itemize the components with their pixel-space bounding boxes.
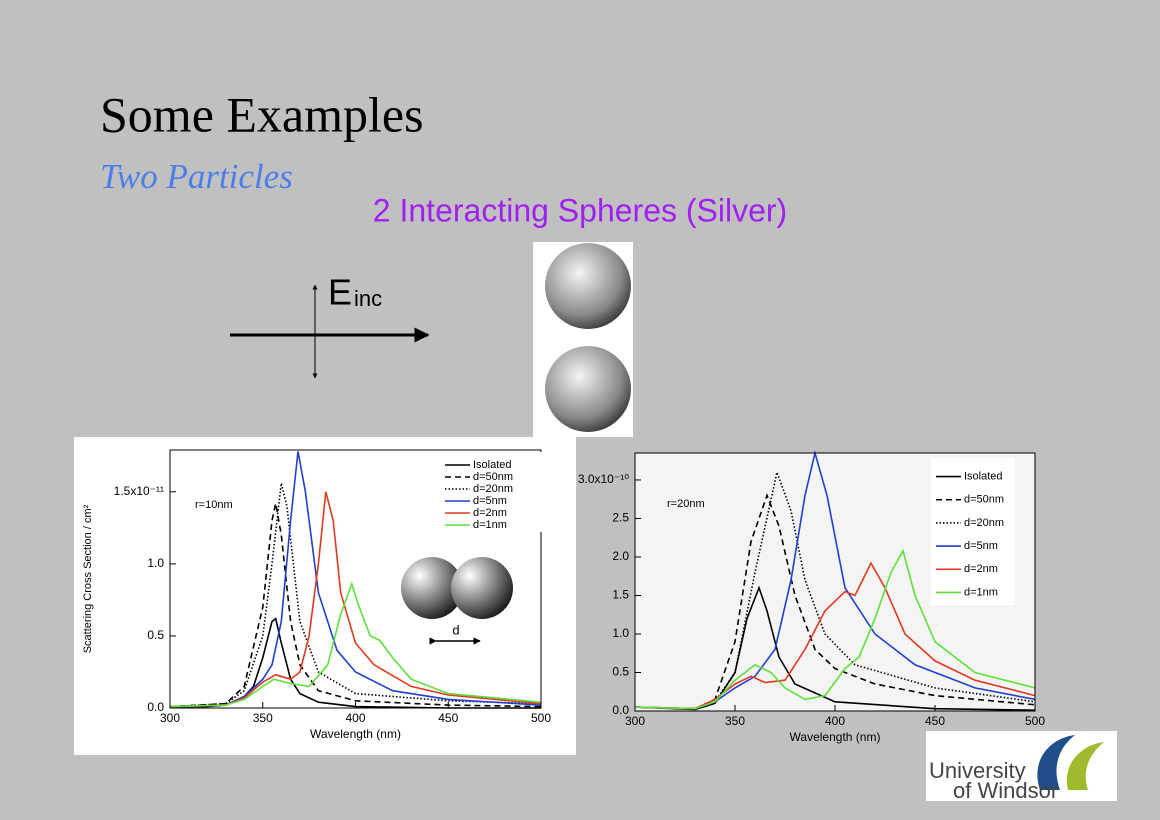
field-subscript: inc xyxy=(354,286,382,311)
y-tick-label: 2.5 xyxy=(612,511,629,525)
series-line xyxy=(634,548,1036,710)
legend-label: d=50nm xyxy=(964,494,1004,506)
legend-label: d=1nm xyxy=(473,519,507,531)
x-tick-label: 300 xyxy=(625,714,645,728)
series-line xyxy=(169,503,542,708)
annotation: r=10nm xyxy=(195,499,233,511)
inset-sphere xyxy=(401,557,463,619)
series-line xyxy=(634,449,1036,710)
series-line xyxy=(634,585,1036,711)
slide-subtitle: Two Particles xyxy=(100,157,293,196)
y-tick-label: 3.0x10⁻¹⁰ xyxy=(578,472,629,486)
sphere xyxy=(545,346,631,432)
series-line xyxy=(169,483,542,708)
y-tick-label: 1.5x10⁻¹¹ xyxy=(114,484,164,498)
y-tick-label: 1.0 xyxy=(612,626,629,640)
field-label: E xyxy=(328,272,352,313)
legend-label: d=20nm xyxy=(964,517,1004,529)
sphere-picture xyxy=(533,242,633,437)
legend xyxy=(931,458,1015,605)
x-tick-label: 450 xyxy=(438,711,458,725)
field-diagram: E inc xyxy=(230,272,430,379)
x-tick-label: 400 xyxy=(345,711,365,725)
x-tick-label: 350 xyxy=(725,714,745,728)
logo-text: of Windsor xyxy=(953,778,1058,803)
slide-title: Some Examples xyxy=(100,86,424,142)
inset-sphere xyxy=(451,557,513,619)
legend-label: d=50nm xyxy=(473,471,513,483)
series-line xyxy=(169,451,542,708)
y-tick-label: 0.5 xyxy=(612,665,629,679)
x-tick-label: 300 xyxy=(160,711,180,725)
legend-label: d=20nm xyxy=(473,483,513,495)
x-axis-label: Wavelength (nm) xyxy=(310,727,401,741)
charts: 300 350 400 450 500 0.0 0.5 1.0 1.5x10⁻¹¹ Isolate… xyxy=(82,449,1045,744)
logo-text: University xyxy=(929,758,1026,783)
sphere xyxy=(545,243,631,329)
y-tick-label: 0.0 xyxy=(612,703,629,717)
legend-label: d=2nm xyxy=(964,563,998,575)
plot-frame xyxy=(634,452,1036,712)
series-line xyxy=(634,561,1036,710)
legend-label: d=5nm xyxy=(473,495,507,507)
legend-label: Isolated xyxy=(473,459,512,471)
x-tick-label: 350 xyxy=(253,711,273,725)
logo-mark xyxy=(1037,735,1075,790)
legend-label: d=5nm xyxy=(964,540,998,552)
y-tick-label: 0.5 xyxy=(147,628,164,642)
plot-frame xyxy=(169,449,542,709)
heading: 2 Interacting Spheres (Silver) xyxy=(373,192,787,228)
x-tick-label: 500 xyxy=(531,711,551,725)
annotation: r=20nm xyxy=(667,498,705,510)
inset: d xyxy=(401,557,513,645)
legend-label: d=1nm xyxy=(964,586,998,598)
x-tick-label: 450 xyxy=(925,714,945,728)
series-line xyxy=(169,581,542,708)
y-axis-label: Scattering Cross Section / cm² xyxy=(82,504,94,653)
y-tick-label: 1.0 xyxy=(147,556,164,570)
x-tick-label: 400 xyxy=(825,714,845,728)
y-tick-label: 0.0 xyxy=(147,700,164,714)
logo-mark xyxy=(1066,742,1104,790)
inset-label: d xyxy=(452,622,459,637)
y-tick-label: 1.5 xyxy=(612,588,629,602)
x-axis-label: Wavelength (nm) xyxy=(790,730,881,744)
legend-label: Isolated xyxy=(964,470,1003,482)
legend-label: d=2nm xyxy=(473,507,507,519)
series-line xyxy=(169,491,542,708)
y-tick-label: 2.0 xyxy=(612,549,629,563)
logo: University of Windsor xyxy=(926,731,1117,803)
x-tick-label: 500 xyxy=(1025,714,1045,728)
